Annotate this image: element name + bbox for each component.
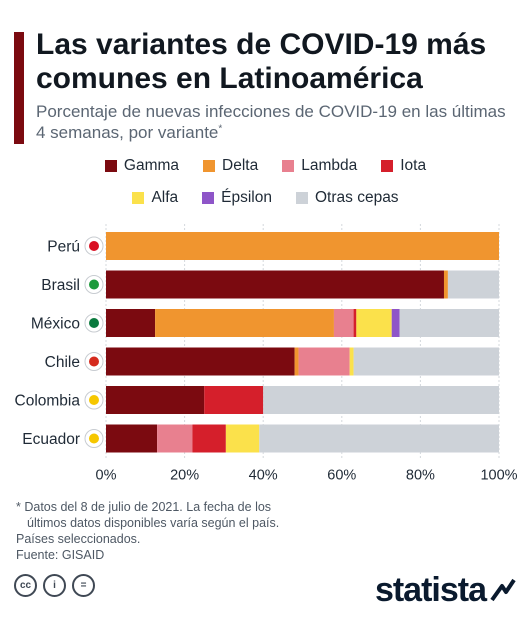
legend-swatch-iota [381, 160, 394, 172]
category-label: México [31, 316, 80, 333]
bar-segment [106, 309, 156, 337]
legend-item-gamma: Gamma [104, 157, 180, 175]
legend-swatch-gamma [104, 160, 117, 172]
source-label: Fuente: GISAID [16, 548, 105, 562]
bar-segment [447, 270, 499, 299]
footnote-line-3: Países seleccionados. [16, 532, 141, 546]
subtitle-footnote-mark: * [218, 123, 223, 135]
legend-label-iota: Iota [400, 157, 427, 174]
legend-swatch-epsilon [202, 192, 215, 204]
creative-commons-icon: cc [14, 574, 37, 597]
flag-icon-center [89, 279, 99, 290]
bar-segment [333, 309, 354, 337]
bar-segment [443, 270, 448, 299]
flag-icon-center [89, 433, 99, 444]
legend-swatch-alfa [132, 192, 145, 204]
chart-title: Las variantes de COVID-19 más comunes en… [36, 28, 487, 95]
legend-item-lambda: Lambda [282, 157, 357, 175]
x-tick-label: 100% [480, 468, 517, 484]
footnotes: * Datos del 8 de julio de 2021. La fecha… [16, 499, 279, 563]
bar-segment [259, 424, 499, 453]
flag-icon-center [89, 356, 99, 367]
legend-swatch-otras-cepas [296, 192, 308, 204]
footnote-line-1: * Datos del 8 de julio de 2021. La fecha… [16, 500, 272, 514]
bar-segment [225, 424, 260, 453]
no-derivatives-icon: = [72, 574, 95, 597]
bar-segment [155, 309, 334, 337]
bar-segment [353, 347, 499, 376]
bar-segment [204, 386, 264, 414]
flag-icon-center [89, 241, 99, 251]
statista-logo-icon [490, 578, 516, 602]
x-tick-label: 60% [327, 468, 356, 484]
x-tick-label: 0% [96, 468, 117, 484]
legend-label-otras-cepas: Otras cepas [315, 189, 399, 206]
bar-segment [157, 424, 193, 453]
bar-segment [106, 386, 205, 414]
legend-label-gamma: Gamma [123, 157, 180, 174]
legend-item-delta: Delta [203, 157, 258, 175]
legend-label-delta: Delta [222, 157, 259, 174]
x-tick-label: 80% [406, 468, 435, 484]
legend-item-alfa: Alfa [132, 189, 178, 207]
category-label: Brasil [41, 277, 80, 294]
category-label: Colombia [15, 393, 81, 410]
license-icons: cc i = [14, 574, 95, 597]
bar-segment [356, 309, 392, 337]
statista-logo: statista [375, 570, 516, 610]
stacked-bar-chart: 0% 20% 40% 60% 80% 100% Perú Brasil México Chile C… [15, 224, 518, 484]
legend-row-1: Gamma Delta Lambda Iota [0, 157, 531, 175]
statista-logo-text: statista [374, 571, 487, 609]
legend-item-otras-cepas: Otras cepas [296, 189, 399, 207]
attribution-icon: i [43, 574, 66, 597]
bar-segment [391, 309, 400, 337]
bar-segment [298, 347, 350, 376]
footnote-line-2: últimos datos disponibles varía según el… [27, 516, 280, 530]
chart-subtitle: Porcentaje de nuevas infecciones de COVI… [36, 101, 516, 143]
legend-swatch-lambda [282, 160, 295, 172]
bar-segment [106, 270, 444, 299]
bar-segment [349, 347, 354, 376]
category-label: Ecuador [22, 431, 80, 448]
legend-item-iota: Iota [381, 157, 426, 175]
bar-segment [192, 424, 226, 453]
flag-icon-center [89, 395, 99, 405]
bar-segment [399, 309, 499, 337]
bar-segment [353, 309, 357, 337]
bar-segment [106, 232, 499, 260]
bar-segment [294, 347, 299, 376]
bar-segment [106, 424, 158, 453]
subtitle-text: Porcentaje de nuevas infecciones de COVI… [36, 102, 506, 142]
bar-segment [263, 386, 499, 414]
x-tick-label: 40% [249, 468, 278, 484]
flag-icon-center [89, 318, 99, 328]
legend-label-lambda: Lambda [301, 157, 358, 174]
x-tick-label: 20% [170, 468, 199, 484]
bar-segment [106, 347, 295, 376]
legend-label-alfa: Alfa [151, 189, 179, 206]
legend-item-epsilon: Épsilon [202, 189, 272, 207]
category-label: Perú [47, 239, 80, 256]
legend-swatch-delta [203, 160, 216, 172]
legend-row-2: Alfa Épsilon Otras cepas [0, 189, 531, 207]
category-label: Chile [45, 354, 80, 371]
title-accent-bar [14, 32, 24, 144]
legend-label-epsilon: Épsilon [221, 189, 272, 206]
